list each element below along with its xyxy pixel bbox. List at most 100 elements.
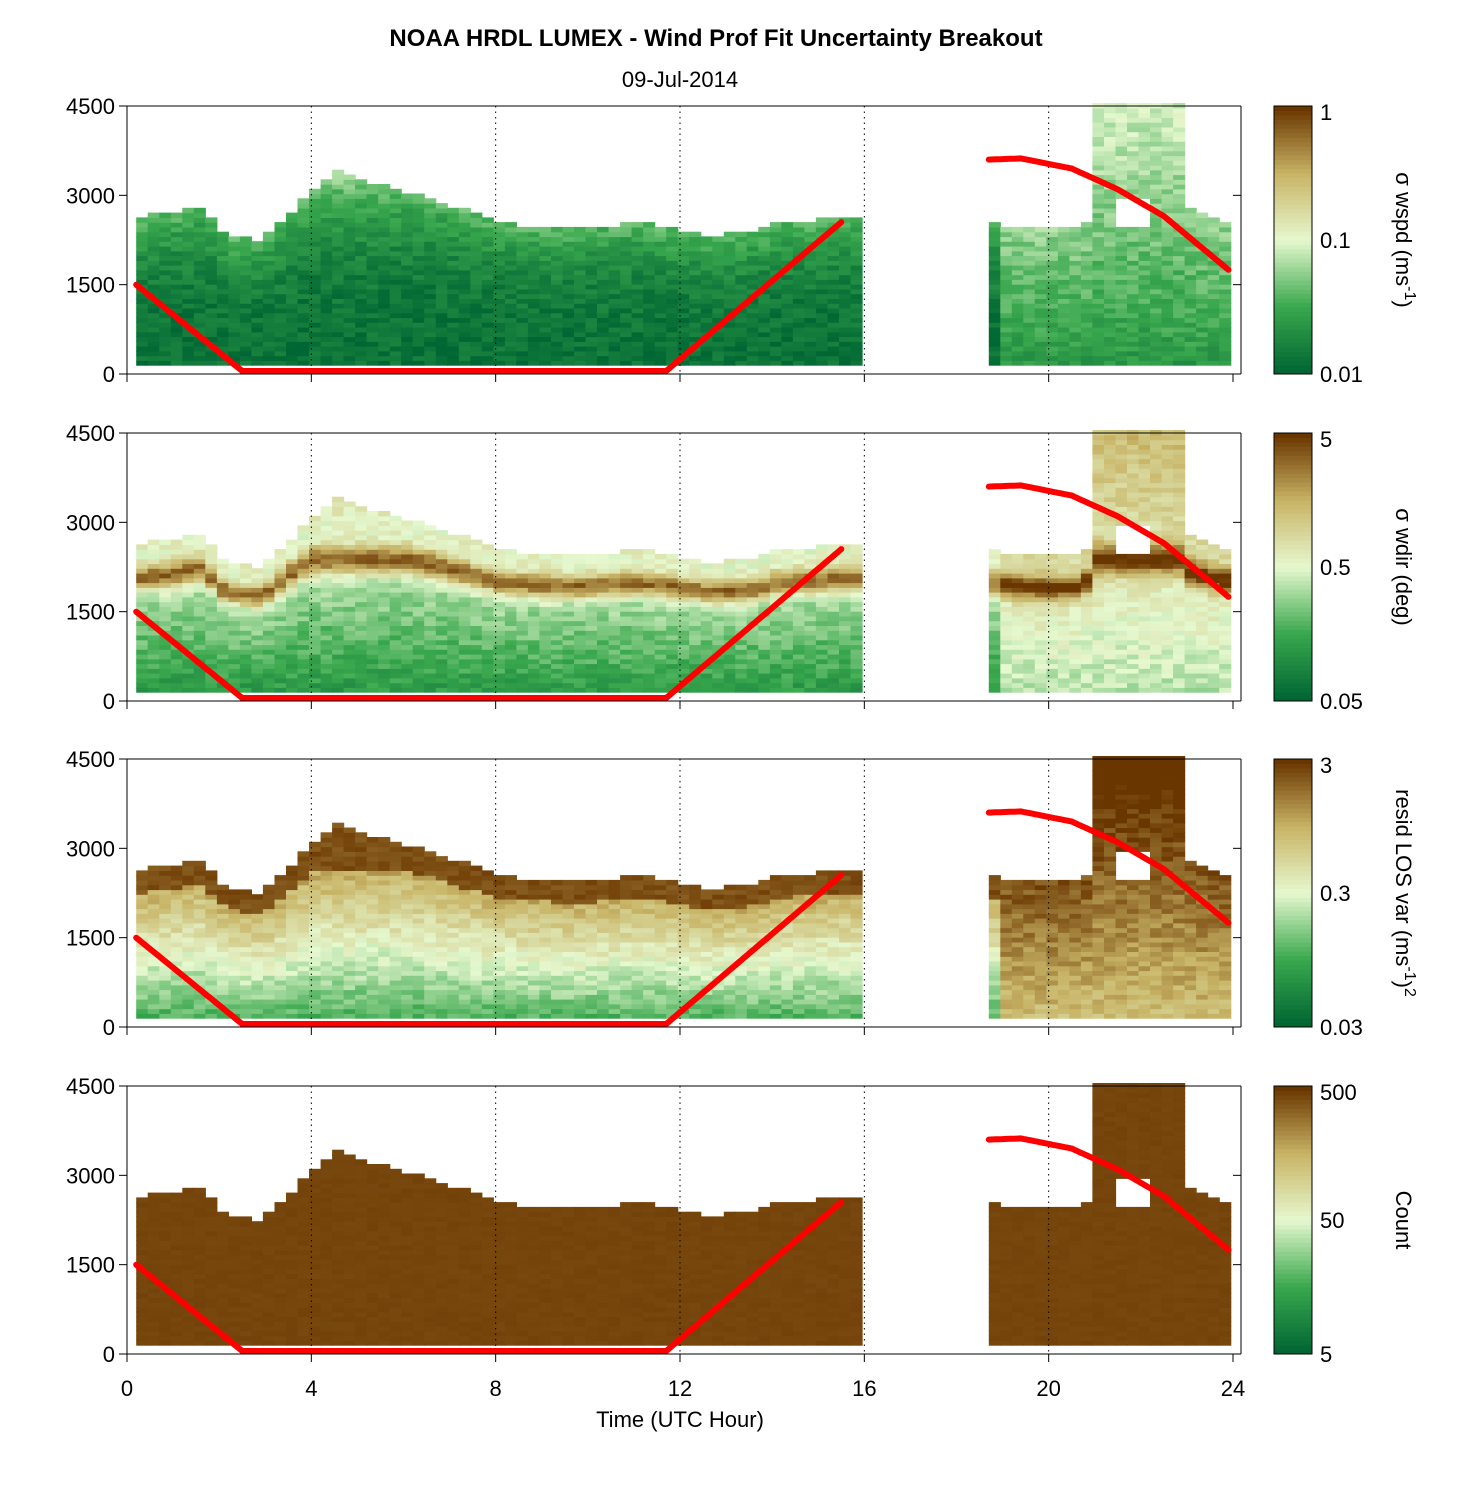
heatmap-cell bbox=[309, 682, 322, 688]
heatmap-cell bbox=[320, 558, 333, 565]
heatmap-cell bbox=[1092, 169, 1105, 176]
heatmap-cell bbox=[1219, 269, 1232, 276]
heatmap-cell bbox=[1219, 298, 1232, 304]
heatmap-cell bbox=[631, 563, 644, 569]
heatmap-cell bbox=[608, 288, 621, 295]
heatmap-cell bbox=[136, 682, 149, 688]
heatmap-cell bbox=[1000, 682, 1013, 688]
heatmap-cell bbox=[1080, 222, 1093, 228]
heatmap-cell bbox=[1023, 312, 1036, 319]
heatmap-cell bbox=[447, 573, 460, 579]
heatmap-cell bbox=[355, 577, 368, 584]
heatmap-cell bbox=[1034, 587, 1047, 593]
heatmap-cell bbox=[839, 677, 852, 684]
heatmap-cell bbox=[1023, 601, 1036, 607]
heatmap-cell bbox=[1161, 303, 1174, 309]
heatmap-cell bbox=[551, 673, 564, 679]
heatmap-cell bbox=[297, 255, 310, 261]
heatmap-cell bbox=[401, 592, 414, 598]
heatmap-cell bbox=[378, 327, 391, 333]
heatmap-cell bbox=[792, 682, 805, 688]
heatmap-cell bbox=[458, 355, 471, 361]
heatmap-cell bbox=[493, 327, 506, 333]
heatmap-cell bbox=[193, 544, 206, 550]
heatmap-cell bbox=[804, 639, 817, 646]
heatmap-cell bbox=[504, 231, 517, 238]
heatmap-cell bbox=[574, 630, 587, 636]
heatmap-cell bbox=[136, 625, 149, 631]
heatmap-cell bbox=[470, 677, 483, 684]
heatmap-cell bbox=[424, 530, 437, 536]
heatmap-cell bbox=[735, 279, 748, 285]
heatmap-cell bbox=[643, 630, 656, 636]
heatmap-cell bbox=[643, 317, 656, 323]
heatmap-cell bbox=[458, 250, 471, 257]
heatmap-cell bbox=[435, 663, 448, 669]
heatmap-cell bbox=[516, 606, 529, 612]
heatmap-cell bbox=[481, 231, 494, 238]
heatmap-cell bbox=[1196, 279, 1209, 285]
heatmap-cell bbox=[815, 269, 828, 276]
heatmap-cell bbox=[827, 668, 840, 674]
heatmap-cell bbox=[239, 663, 252, 669]
colorbar-tick-label: 0.01 bbox=[1320, 362, 1363, 387]
heatmap-cell bbox=[170, 293, 183, 299]
heatmap-cell bbox=[147, 217, 160, 223]
heatmap-cell bbox=[1104, 145, 1117, 152]
heatmap-cell bbox=[343, 250, 356, 257]
heatmap-cell bbox=[804, 236, 817, 242]
heatmap-cell bbox=[355, 658, 368, 665]
heatmap-cell bbox=[827, 317, 840, 323]
heatmap-cell bbox=[1150, 303, 1163, 309]
heatmap-cell bbox=[585, 274, 598, 280]
heatmap-cell bbox=[251, 274, 264, 280]
heatmap-cell bbox=[239, 355, 252, 361]
heatmap-cell bbox=[1023, 639, 1036, 646]
heatmap-cell bbox=[1092, 279, 1105, 285]
heatmap-cell bbox=[562, 582, 575, 588]
heatmap-cell bbox=[504, 644, 517, 650]
heatmap-cell bbox=[239, 288, 252, 295]
heatmap-cell bbox=[585, 615, 598, 622]
heatmap-cell bbox=[723, 596, 736, 603]
heatmap-cell bbox=[597, 231, 610, 238]
heatmap-cell bbox=[1000, 260, 1013, 266]
heatmap-cell bbox=[1023, 303, 1036, 309]
heatmap-cell bbox=[1184, 350, 1197, 357]
heatmap-cell bbox=[274, 288, 287, 295]
heatmap-cell bbox=[504, 558, 517, 565]
heatmap-cell bbox=[1080, 331, 1093, 338]
heatmap-cell bbox=[504, 677, 517, 684]
heatmap-cell bbox=[309, 346, 322, 352]
heatmap-cell bbox=[159, 260, 172, 266]
heatmap-cell bbox=[447, 226, 460, 233]
heatmap-cell bbox=[228, 317, 241, 323]
heatmap-cell bbox=[781, 284, 794, 290]
heatmap-cell bbox=[839, 601, 852, 607]
heatmap-cell bbox=[620, 620, 633, 626]
heatmap-cell bbox=[666, 577, 679, 584]
heatmap-cell bbox=[666, 226, 679, 233]
heatmap-cell bbox=[815, 615, 828, 622]
heatmap-cell bbox=[447, 558, 460, 565]
heatmap-cell bbox=[1046, 350, 1059, 357]
heatmap-cell bbox=[562, 236, 575, 242]
heatmap-cell bbox=[435, 539, 448, 545]
heatmap-cell bbox=[182, 346, 195, 352]
heatmap-cell bbox=[309, 312, 322, 319]
heatmap-cell bbox=[712, 260, 725, 266]
heatmap-cell bbox=[666, 625, 679, 631]
heatmap-cell bbox=[815, 226, 828, 233]
heatmap-cell bbox=[366, 606, 379, 612]
heatmap-cell bbox=[539, 592, 552, 598]
heatmap-cell bbox=[424, 236, 437, 242]
heatmap-cell bbox=[389, 355, 402, 361]
heatmap-cell bbox=[827, 634, 840, 641]
heatmap-cell bbox=[597, 663, 610, 669]
heatmap-cell bbox=[516, 260, 529, 266]
heatmap-cell bbox=[216, 284, 229, 290]
heatmap-cell bbox=[1173, 198, 1186, 204]
heatmap-cell bbox=[551, 346, 564, 352]
heatmap-cell bbox=[424, 553, 437, 560]
sigma-wdir-heatmap bbox=[136, 430, 1232, 693]
